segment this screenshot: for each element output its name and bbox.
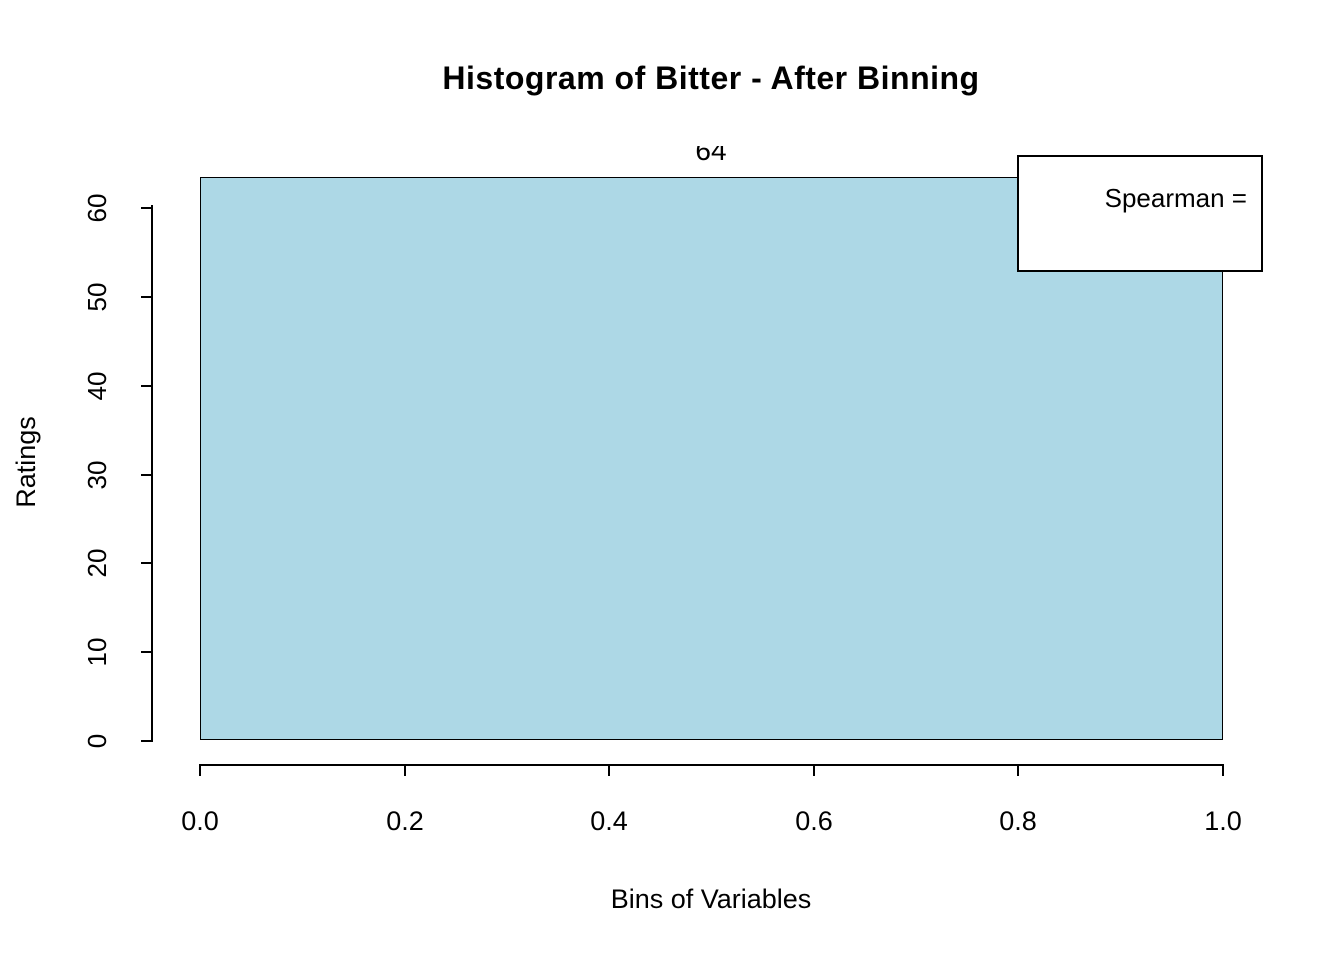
x-tick-label-5: 1.0 xyxy=(1204,806,1242,836)
x-tick-label-4: 0.8 xyxy=(999,806,1037,836)
y-tick-2 xyxy=(141,562,151,564)
y-tick-label-5: 50 xyxy=(82,282,112,312)
y-axis-line xyxy=(151,205,153,742)
y-tick-6 xyxy=(141,207,151,209)
y-tick-5 xyxy=(141,296,151,298)
legend-label: Spearman = xyxy=(1104,183,1247,213)
y-tick-4 xyxy=(141,385,151,387)
y-tick-label-0: 0 xyxy=(82,733,112,749)
y-tick-0 xyxy=(141,740,151,742)
y-tick-label-3: 30 xyxy=(82,460,112,490)
y-tick-3 xyxy=(141,474,151,476)
y-tick-label-1: 10 xyxy=(82,637,112,667)
x-tick-4 xyxy=(1017,766,1019,776)
y-tick-1 xyxy=(141,651,151,653)
bar-value-text: 64 xyxy=(695,146,727,166)
y-tick-label-4: 40 xyxy=(82,371,112,401)
x-axis-line xyxy=(199,764,1224,766)
x-tick-5 xyxy=(1222,766,1224,776)
x-tick-label-1: 0.2 xyxy=(386,806,424,836)
x-tick-label-2: 0.4 xyxy=(590,806,628,836)
x-tick-1 xyxy=(404,766,406,776)
y-axis-label: Ratings xyxy=(11,416,41,508)
x-tick-label-3: 0.6 xyxy=(795,806,833,836)
x-tick-3 xyxy=(813,766,815,776)
y-tick-label-6: 60 xyxy=(82,193,112,223)
legend-box: Spearman = xyxy=(1017,155,1263,272)
x-axis-label: Bins of Variables xyxy=(610,884,812,914)
x-tick-2 xyxy=(608,766,610,776)
x-tick-label-0: 0.0 xyxy=(181,806,219,836)
y-tick-label-2: 20 xyxy=(82,548,112,578)
chart-title: Histogram of Bitter - After Binning xyxy=(442,60,980,96)
x-tick-0 xyxy=(199,766,201,776)
bar-value-label: 64 xyxy=(200,146,1222,170)
